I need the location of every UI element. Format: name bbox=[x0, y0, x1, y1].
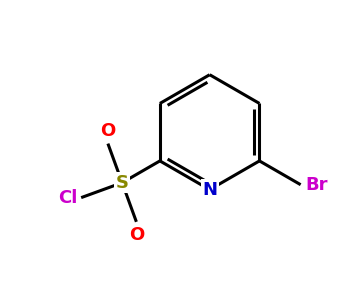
Text: N: N bbox=[202, 181, 217, 199]
Text: O: O bbox=[129, 226, 144, 244]
Text: Br: Br bbox=[306, 176, 328, 194]
Text: O: O bbox=[100, 122, 116, 140]
Text: S: S bbox=[116, 174, 129, 192]
Text: Cl: Cl bbox=[58, 188, 77, 207]
